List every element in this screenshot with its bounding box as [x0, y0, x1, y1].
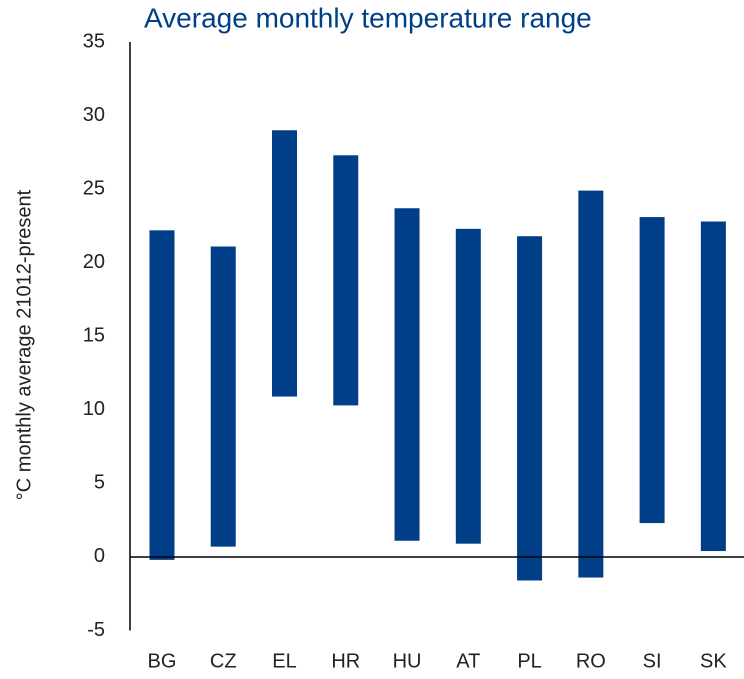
y-tick-label: 15 [83, 325, 105, 347]
bar [272, 130, 298, 397]
bar [455, 228, 481, 544]
x-tick-label: SI [643, 650, 662, 672]
chart-title: Average monthly temperature range [144, 2, 592, 33]
bar [333, 155, 359, 406]
bar [578, 190, 604, 578]
y-tick-label: 10 [83, 398, 105, 420]
x-tick-label: HU [393, 650, 422, 672]
y-tick-label: 20 [83, 251, 105, 273]
y-tick-label: 30 [83, 104, 105, 126]
x-tick-label: PL [517, 650, 541, 672]
bar [149, 230, 175, 560]
y-tick-label: 25 [83, 177, 105, 199]
x-tick-label: EL [272, 650, 296, 672]
x-tick-label: HR [331, 650, 360, 672]
x-tick-label: RO [576, 650, 606, 672]
bar [210, 246, 236, 547]
bar [517, 236, 543, 581]
y-tick-label: 5 [94, 472, 105, 494]
x-tick-label: CZ [210, 650, 237, 672]
x-tick-label: SK [700, 650, 727, 672]
y-tick-label: 0 [94, 545, 105, 567]
y-tick-label: -5 [87, 619, 105, 641]
x-tick-label: AT [456, 650, 480, 672]
x-tick-label: BG [148, 650, 177, 672]
y-axis-label: °C monthly average 21012-present [13, 189, 35, 500]
bar [639, 217, 665, 524]
bar [394, 208, 420, 541]
y-tick-label: 35 [83, 30, 105, 52]
bar [700, 221, 726, 552]
